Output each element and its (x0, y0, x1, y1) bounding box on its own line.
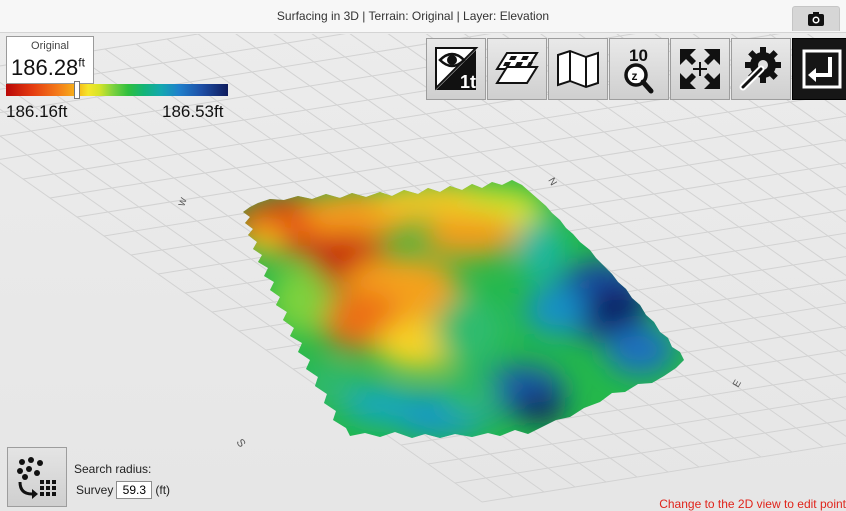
map-button[interactable] (548, 38, 608, 100)
survey-label: Survey (76, 483, 114, 497)
legend-layer-label: Original (31, 40, 69, 52)
grid-line (103, 115, 846, 237)
elevation-legend: Original 186.28ft 186.16ft 186.53ft (6, 36, 238, 126)
zoom-level-label: 10 (629, 46, 648, 65)
legend-unit: ft (78, 55, 85, 70)
eye-text-icon: 1t (435, 47, 479, 92)
points-to-grid-icon (17, 457, 56, 499)
grid-line (76, 92, 846, 218)
zoom-10-button[interactable]: 10 z (609, 38, 669, 100)
current-value-box: Original 186.28ft (6, 36, 94, 84)
compass-south: S (234, 437, 248, 450)
legend-max-value: 186.53ft (162, 102, 224, 121)
expand-arrows-icon (680, 49, 720, 89)
grid-line (481, 442, 846, 503)
fit-extents-button[interactable] (670, 38, 730, 100)
window-title: Surfacing in 3D | Terrain: Original | La… (276, 9, 550, 23)
zoom-z-icon: 10 z (624, 46, 654, 94)
folded-map-icon (557, 49, 599, 89)
search-radius-title: Search radius: (74, 462, 152, 476)
return-arrow-icon (802, 49, 842, 89)
survey-unit: (ft) (155, 483, 171, 497)
screenshot-button[interactable] (792, 6, 840, 31)
legend-value-number: 186.28 (11, 55, 79, 80)
terrain-3d-view[interactable]: N W E S (0, 34, 846, 511)
compass-north: N (545, 176, 558, 188)
compass-east: E (731, 378, 744, 390)
title-bar: Surfacing in 3D | Terrain: Original | La… (0, 0, 846, 33)
survey-radius-input[interactable] (116, 481, 153, 499)
exit-button[interactable] (792, 38, 846, 100)
grid-line (0, 34, 636, 137)
svg-text:1t: 1t (460, 72, 476, 92)
settings-button[interactable] (731, 38, 791, 100)
visibility-toggle-button[interactable]: 1t (426, 38, 486, 100)
layers-button[interactable] (487, 38, 547, 100)
camera-icon (808, 12, 824, 26)
legend-current-value: 186.28ft (11, 55, 85, 81)
color-scale-bar (6, 84, 228, 96)
search-radius-button[interactable] (7, 447, 67, 507)
svg-text:z: z (632, 69, 638, 83)
color-scale-marker (74, 81, 81, 99)
layers-grid-icon (495, 52, 539, 84)
gear-wrench-icon (739, 47, 781, 91)
edit-points-hint: Change to the 2D view to edit point (659, 497, 846, 511)
survey-radius-row: Survey (ft) (76, 481, 170, 499)
compass-west: W (176, 196, 188, 208)
legend-min-value: 186.16ft (6, 102, 68, 121)
grid-line (0, 34, 491, 114)
grid-line (654, 34, 846, 169)
toolbar: 1t 10 (426, 38, 846, 100)
grid-line (427, 396, 846, 465)
grid-line (454, 419, 846, 484)
